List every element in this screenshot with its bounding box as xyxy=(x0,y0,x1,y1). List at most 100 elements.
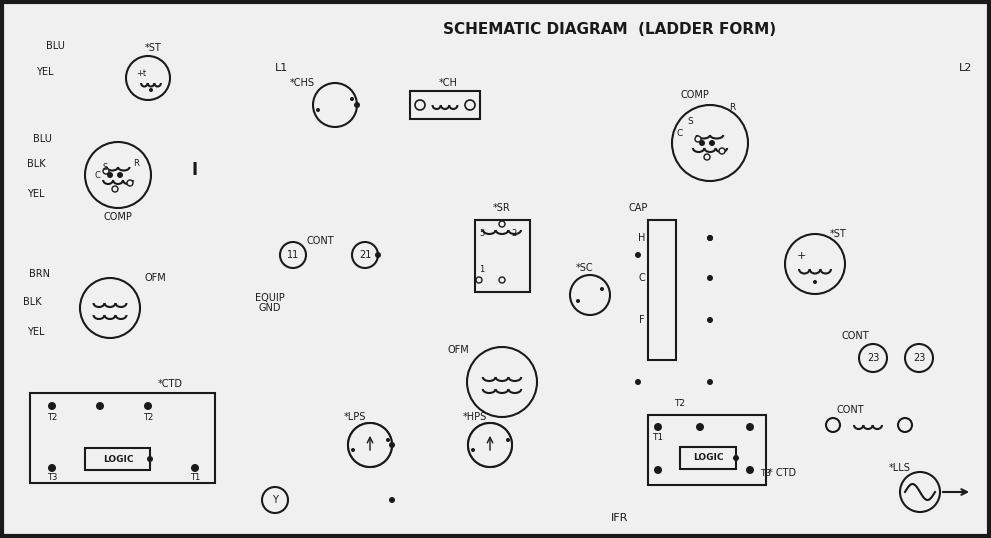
Circle shape xyxy=(117,172,123,178)
Circle shape xyxy=(465,100,475,110)
Circle shape xyxy=(147,456,153,462)
Circle shape xyxy=(468,423,512,467)
Bar xyxy=(648,220,676,360)
Circle shape xyxy=(709,140,715,146)
Circle shape xyxy=(707,275,713,281)
Text: 5: 5 xyxy=(480,230,485,238)
Circle shape xyxy=(316,108,320,112)
Text: *CTD: *CTD xyxy=(158,379,182,389)
Text: BLK: BLK xyxy=(23,297,42,307)
Text: F: F xyxy=(639,315,645,325)
Text: +: + xyxy=(797,251,806,261)
Text: *ST: *ST xyxy=(145,43,162,53)
Circle shape xyxy=(699,140,705,146)
Circle shape xyxy=(707,235,713,241)
Bar xyxy=(30,393,215,483)
Circle shape xyxy=(96,402,104,410)
Text: BLU: BLU xyxy=(46,41,64,51)
Text: R: R xyxy=(133,159,139,167)
Circle shape xyxy=(262,487,288,513)
Circle shape xyxy=(570,275,610,315)
Circle shape xyxy=(695,136,701,142)
Text: *ST: *ST xyxy=(829,229,846,239)
Circle shape xyxy=(415,100,425,110)
Circle shape xyxy=(127,180,133,186)
Circle shape xyxy=(48,464,56,472)
Circle shape xyxy=(80,278,140,338)
Circle shape xyxy=(635,379,641,385)
Text: L2: L2 xyxy=(958,63,972,73)
Text: YEL: YEL xyxy=(27,327,45,337)
Text: *HPS: *HPS xyxy=(463,412,488,422)
Circle shape xyxy=(506,438,510,442)
Circle shape xyxy=(191,464,199,472)
Circle shape xyxy=(354,102,360,108)
Circle shape xyxy=(654,466,662,474)
Circle shape xyxy=(905,344,933,372)
Circle shape xyxy=(386,438,390,442)
Circle shape xyxy=(348,423,392,467)
Text: T3: T3 xyxy=(760,469,772,478)
Circle shape xyxy=(48,402,56,410)
Circle shape xyxy=(733,455,739,461)
Text: GND: GND xyxy=(259,303,281,313)
Circle shape xyxy=(85,142,151,208)
Circle shape xyxy=(859,344,887,372)
Circle shape xyxy=(348,423,392,467)
Text: CONT: CONT xyxy=(836,405,864,415)
Circle shape xyxy=(280,242,306,268)
Text: 23: 23 xyxy=(913,353,926,363)
Text: T2: T2 xyxy=(47,413,57,421)
Text: 21: 21 xyxy=(359,250,372,260)
Circle shape xyxy=(813,280,817,284)
Circle shape xyxy=(898,418,912,432)
Circle shape xyxy=(704,154,710,160)
Text: C: C xyxy=(94,171,100,180)
Circle shape xyxy=(576,299,580,303)
Text: +t: +t xyxy=(136,68,146,77)
Text: CAP: CAP xyxy=(628,203,648,213)
Circle shape xyxy=(103,168,109,174)
Text: C: C xyxy=(638,273,645,283)
Circle shape xyxy=(826,418,840,432)
Circle shape xyxy=(746,423,754,431)
Text: S: S xyxy=(102,162,108,172)
Text: YEL: YEL xyxy=(27,189,45,199)
Text: L1: L1 xyxy=(275,63,288,73)
Circle shape xyxy=(375,252,381,258)
Circle shape xyxy=(352,242,378,268)
Circle shape xyxy=(600,287,604,291)
Text: 2: 2 xyxy=(511,230,516,238)
Text: T2: T2 xyxy=(675,399,686,407)
Circle shape xyxy=(350,97,354,101)
Circle shape xyxy=(467,347,537,417)
Circle shape xyxy=(900,472,940,512)
Bar xyxy=(85,448,150,470)
Circle shape xyxy=(149,88,153,92)
Circle shape xyxy=(707,235,713,241)
Circle shape xyxy=(785,234,845,294)
Text: H: H xyxy=(638,233,646,243)
Bar xyxy=(475,220,530,292)
Circle shape xyxy=(107,172,113,178)
Text: * CTD: * CTD xyxy=(768,468,796,478)
Circle shape xyxy=(654,423,662,431)
Text: S: S xyxy=(687,117,693,126)
Text: YEL: YEL xyxy=(37,67,54,77)
Text: *LLS: *LLS xyxy=(889,463,911,473)
Text: BLK: BLK xyxy=(27,159,46,169)
Text: LOGIC: LOGIC xyxy=(103,455,133,464)
Circle shape xyxy=(672,105,748,181)
Text: OFM: OFM xyxy=(447,345,469,355)
Text: OFM: OFM xyxy=(144,273,165,283)
Text: IFR: IFR xyxy=(611,513,628,523)
Circle shape xyxy=(707,317,713,323)
Circle shape xyxy=(499,221,505,227)
Circle shape xyxy=(389,442,395,448)
Circle shape xyxy=(126,56,170,100)
Text: T1: T1 xyxy=(190,473,200,483)
Circle shape xyxy=(389,497,395,503)
Text: T3: T3 xyxy=(47,473,57,483)
Circle shape xyxy=(499,277,505,283)
Bar xyxy=(680,447,736,469)
